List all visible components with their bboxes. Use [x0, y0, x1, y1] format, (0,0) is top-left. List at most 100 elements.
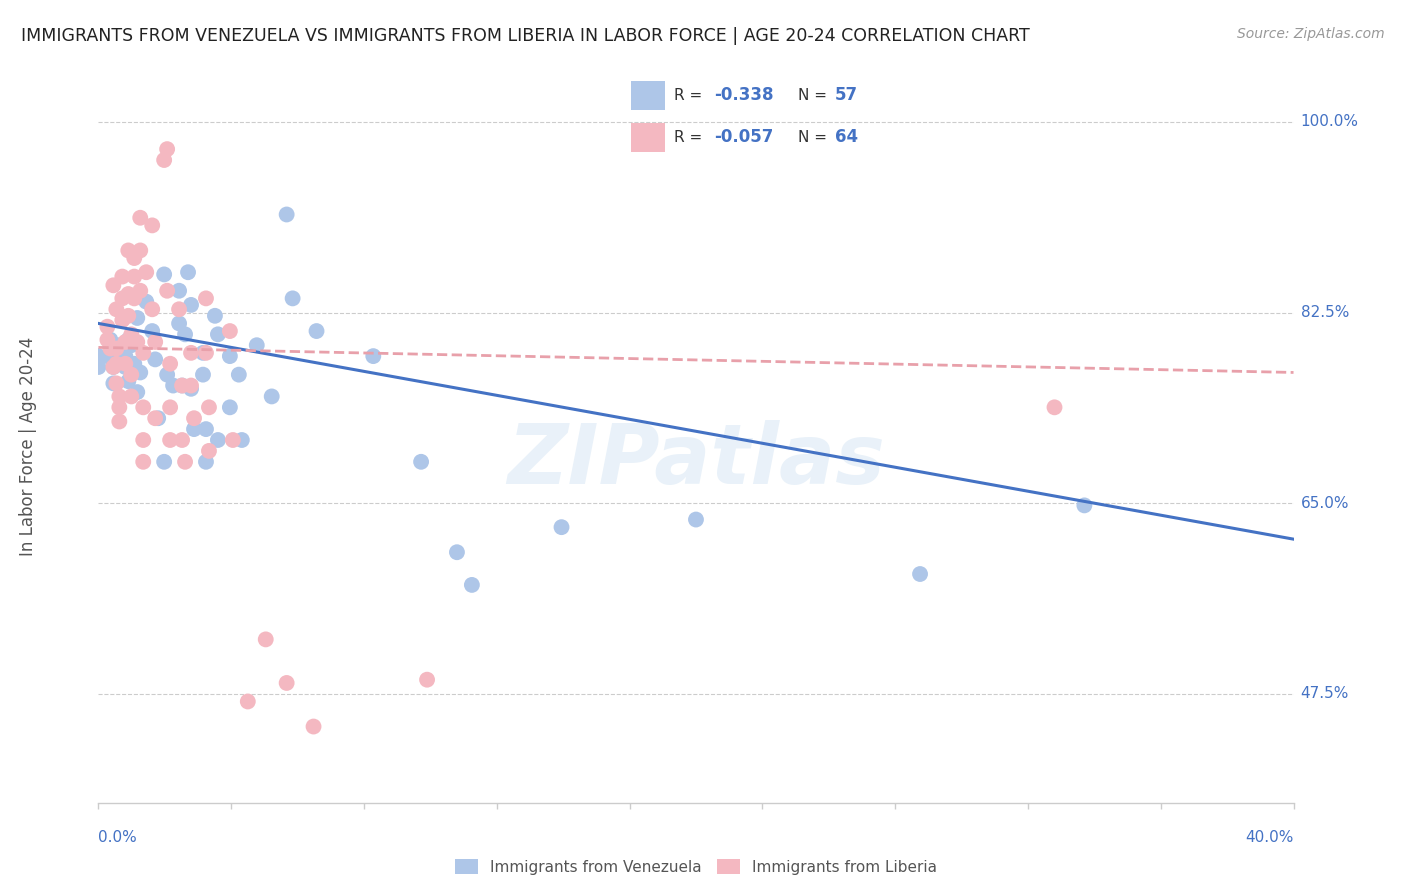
Point — [111, 292, 134, 306]
Point — [87, 359, 110, 374]
Point — [117, 287, 139, 301]
Text: 57: 57 — [835, 87, 858, 104]
Point — [159, 357, 181, 371]
Point — [204, 309, 226, 323]
Point — [117, 333, 139, 347]
Point — [111, 269, 134, 284]
Text: R =: R = — [675, 130, 707, 145]
Point — [129, 284, 152, 298]
Point — [180, 346, 202, 360]
Point — [153, 268, 176, 282]
Point — [276, 676, 298, 690]
Point — [108, 415, 131, 429]
Point — [117, 309, 139, 323]
Point — [198, 443, 221, 458]
Point — [105, 302, 128, 317]
Point — [103, 359, 125, 374]
Point — [105, 342, 128, 356]
Text: IMMIGRANTS FROM VENEZUELA VS IMMIGRANTS FROM LIBERIA IN LABOR FORCE | AGE 20-24 : IMMIGRANTS FROM VENEZUELA VS IMMIGRANTS … — [21, 27, 1029, 45]
Point — [198, 401, 221, 415]
Point — [180, 378, 202, 392]
Point — [236, 694, 259, 708]
Point — [167, 317, 190, 331]
Point — [162, 378, 184, 392]
Point — [194, 292, 218, 306]
Point — [105, 376, 128, 391]
Point — [141, 324, 163, 338]
Point — [207, 433, 229, 447]
Text: Source: ZipAtlas.com: Source: ZipAtlas.com — [1237, 27, 1385, 41]
Point — [191, 346, 214, 360]
Point — [156, 368, 179, 382]
Point — [172, 378, 194, 392]
Point — [1073, 499, 1095, 513]
Point — [129, 244, 152, 258]
Text: 82.5%: 82.5% — [1301, 305, 1348, 320]
Point — [103, 278, 125, 293]
Point — [108, 352, 131, 367]
Point — [103, 359, 125, 374]
Point — [124, 251, 146, 265]
Point — [108, 401, 131, 415]
Point — [219, 324, 242, 338]
Point — [120, 338, 142, 352]
Point — [108, 389, 131, 403]
Point — [120, 389, 142, 403]
Point — [231, 433, 253, 447]
Point — [153, 153, 176, 167]
Point — [127, 385, 149, 400]
Point — [174, 327, 197, 342]
Point — [135, 294, 157, 309]
Text: R =: R = — [675, 88, 707, 103]
Point — [172, 378, 194, 392]
FancyBboxPatch shape — [631, 123, 665, 152]
Point — [219, 401, 242, 415]
Point — [143, 411, 166, 425]
Point — [461, 578, 484, 592]
Point — [129, 366, 152, 380]
Point — [363, 349, 385, 363]
Point — [120, 368, 142, 382]
Point — [180, 298, 202, 312]
Point — [141, 302, 163, 317]
Point — [191, 368, 214, 382]
Point — [96, 319, 118, 334]
Point — [222, 433, 245, 447]
FancyBboxPatch shape — [631, 81, 665, 110]
Point — [254, 632, 277, 647]
Point — [446, 545, 468, 559]
Point — [260, 389, 283, 403]
Point — [117, 244, 139, 258]
Text: -0.338: -0.338 — [714, 87, 775, 104]
Point — [174, 455, 197, 469]
Text: 47.5%: 47.5% — [1301, 686, 1348, 701]
Point — [124, 269, 146, 284]
Point — [153, 455, 176, 469]
Point — [194, 455, 218, 469]
Point — [132, 433, 155, 447]
Point — [183, 411, 205, 425]
Point — [96, 333, 118, 347]
Point — [228, 368, 250, 382]
Point — [172, 433, 194, 447]
Point — [143, 334, 166, 349]
Text: 64: 64 — [835, 128, 858, 146]
Point — [159, 433, 181, 447]
Point — [129, 211, 152, 225]
Text: -0.057: -0.057 — [714, 128, 773, 146]
Point — [156, 142, 179, 156]
Text: 65.0%: 65.0% — [1301, 496, 1348, 511]
Point — [120, 327, 142, 342]
Point — [124, 292, 146, 306]
Point — [246, 338, 269, 352]
Point — [411, 455, 433, 469]
Point — [132, 401, 155, 415]
Text: In Labor Force | Age 20-24: In Labor Force | Age 20-24 — [20, 336, 37, 556]
Point — [159, 401, 181, 415]
Point — [114, 334, 136, 349]
Point — [127, 334, 149, 349]
Point — [135, 265, 157, 279]
Point — [141, 219, 163, 233]
Point — [111, 313, 134, 327]
Point — [143, 352, 166, 367]
